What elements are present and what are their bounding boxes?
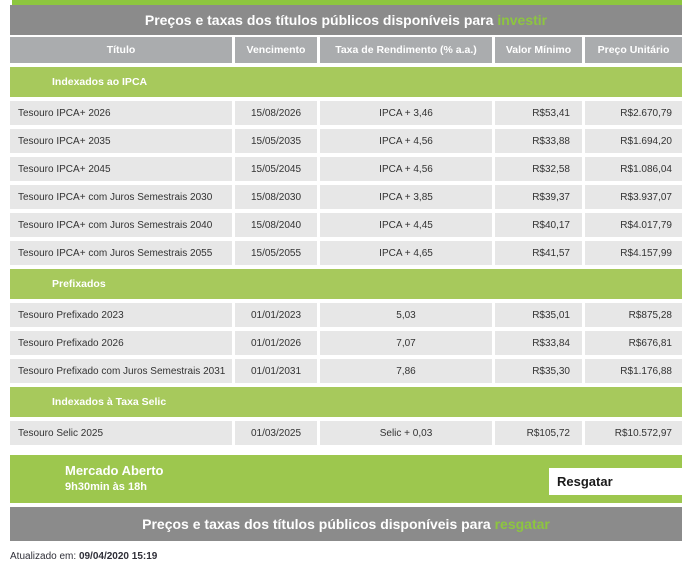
column-header-taxa-rendimento: Taxa de Rendimento (% a.a.) xyxy=(320,37,492,63)
unit-price-cell: R$1.086,04 xyxy=(585,157,682,181)
market-status: Mercado Aberto xyxy=(65,463,164,478)
section-header-row: Prefixados xyxy=(10,269,682,299)
bond-row[interactable]: Tesouro IPCA+ com Juros Semestrais 2055 1… xyxy=(10,241,682,265)
column-header-titulo: Título xyxy=(10,37,232,63)
redeem-button[interactable]: Resgatar xyxy=(549,468,689,495)
bond-row[interactable]: Tesouro Selic 2025 01/03/2025 Selic + 0,03… xyxy=(10,421,682,445)
unit-price-cell: R$875,28 xyxy=(585,303,682,327)
maturity-cell: 15/05/2055 xyxy=(235,241,317,265)
rate-cell: IPCA + 4,65 xyxy=(320,241,492,265)
unit-price-cell: R$676,81 xyxy=(585,331,682,355)
bond-title-cell: Tesouro IPCA+ 2026 xyxy=(10,101,232,125)
invest-table-title: Preços e taxas dos títulos públicos disp… xyxy=(10,5,682,35)
min-value-cell: R$53,41 xyxy=(495,101,582,125)
bond-row[interactable]: Tesouro Prefixado 2026 01/01/2026 7,07 R$33… xyxy=(10,331,682,355)
maturity-cell: 15/08/2030 xyxy=(235,185,317,209)
bond-title-cell: Tesouro IPCA+ 2045 xyxy=(10,157,232,181)
bond-title-cell: Tesouro Prefixado 2026 xyxy=(10,331,232,355)
maturity-cell: 01/01/2026 xyxy=(235,331,317,355)
maturity-cell: 01/01/2031 xyxy=(235,359,317,383)
min-value-cell: R$33,84 xyxy=(495,331,582,355)
min-value-cell: R$35,30 xyxy=(495,359,582,383)
invest-title-text: Preços e taxas dos títulos públicos disp… xyxy=(144,12,494,28)
last-updated-label: Atualizado em: xyxy=(10,551,77,562)
rate-cell: IPCA + 4,56 xyxy=(320,129,492,153)
bond-row[interactable]: Tesouro IPCA+ 2026 15/08/2026 IPCA + 3,46 R… xyxy=(10,101,682,125)
bond-row[interactable]: Tesouro IPCA+ com Juros Semestrais 2030 1… xyxy=(10,185,682,209)
invest-highlight: investir xyxy=(497,12,548,28)
section-label: Indexados ao IPCA xyxy=(10,67,682,97)
section-label: Indexados à Taxa Selic xyxy=(10,387,682,417)
min-value-cell: R$40,17 xyxy=(495,213,582,237)
bond-row[interactable]: Tesouro IPCA+ 2035 15/05/2035 IPCA + 4,56 R… xyxy=(10,129,682,153)
last-updated: Atualizado em: 09/04/2020 15:19 xyxy=(10,551,157,562)
unit-price-cell: R$2.670,79 xyxy=(585,101,682,125)
column-header-vencimento: Vencimento xyxy=(235,37,317,63)
last-updated-value: 09/04/2020 15:19 xyxy=(78,551,158,562)
section-header-row: Indexados ao IPCA xyxy=(10,67,682,97)
maturity-cell: 15/08/2026 xyxy=(235,101,317,125)
rate-cell: IPCA + 4,56 xyxy=(320,157,492,181)
bond-title-cell: Tesouro IPCA+ com Juros Semestrais 2055 xyxy=(10,241,232,265)
unit-price-cell: R$3.937,07 xyxy=(585,185,682,209)
section-label: Prefixados xyxy=(10,269,682,299)
redeem-title-text: Preços e taxas dos títulos públicos disp… xyxy=(142,516,491,532)
bond-title-cell: Tesouro Prefixado 2023 xyxy=(10,303,232,327)
column-header-preco-unitario: Preço Unitário xyxy=(585,37,682,63)
maturity-cell: 15/05/2035 xyxy=(235,129,317,153)
bond-table-body: Indexados ao IPCA Tesouro IPCA+ 2026 15/08… xyxy=(10,67,682,445)
redeem-table-title: Preços e taxas dos títulos públicos disp… xyxy=(10,507,682,541)
unit-price-cell: R$1.176,88 xyxy=(585,359,682,383)
unit-price-cell: R$1.694,20 xyxy=(585,129,682,153)
rate-cell: IPCA + 3,85 xyxy=(320,185,492,209)
rate-cell: IPCA + 3,46 xyxy=(320,101,492,125)
table-header-row: Título Vencimento Taxa de Rendimento (% a.… xyxy=(10,37,682,63)
top-accent-bar xyxy=(12,0,682,5)
bond-row[interactable]: Tesouro IPCA+ com Juros Semestrais 2040 1… xyxy=(10,213,682,237)
min-value-cell: R$33,88 xyxy=(495,129,582,153)
maturity-cell: 15/08/2040 xyxy=(235,213,317,237)
section-header-row: Indexados à Taxa Selic xyxy=(10,387,682,417)
min-value-cell: R$35,01 xyxy=(495,303,582,327)
bond-title-cell: Tesouro IPCA+ com Juros Semestrais 2030 xyxy=(10,185,232,209)
rate-cell: 5,03 xyxy=(320,303,492,327)
unit-price-cell: R$4.157,99 xyxy=(585,241,682,265)
bond-title-cell: Tesouro Prefixado com Juros Semestrais 2… xyxy=(10,359,232,383)
unit-price-cell: R$10.572,97 xyxy=(585,421,682,445)
bond-title-cell: Tesouro IPCA+ 2035 xyxy=(10,129,232,153)
rate-cell: Selic + 0,03 xyxy=(320,421,492,445)
rate-cell: IPCA + 4,45 xyxy=(320,213,492,237)
redeem-highlight: resgatar xyxy=(494,516,550,532)
bond-table-wrap: Título Vencimento Taxa de Rendimento (% a.… xyxy=(10,37,682,445)
column-header-valor-minimo: Valor Mínimo xyxy=(495,37,582,63)
min-value-cell: R$39,37 xyxy=(495,185,582,209)
bond-row[interactable]: Tesouro Prefixado com Juros Semestrais 2… xyxy=(10,359,682,383)
rate-cell: 7,86 xyxy=(320,359,492,383)
market-status-panel: Mercado Aberto 9h30min às 18h xyxy=(10,455,682,503)
bond-title-cell: Tesouro IPCA+ com Juros Semestrais 2040 xyxy=(10,213,232,237)
bond-row[interactable]: Tesouro Prefixado 2023 01/01/2023 5,03 R$35… xyxy=(10,303,682,327)
maturity-cell: 15/05/2045 xyxy=(235,157,317,181)
unit-price-cell: R$4.017,79 xyxy=(585,213,682,237)
maturity-cell: 01/01/2023 xyxy=(235,303,317,327)
bond-price-table: Título Vencimento Taxa de Rendimento (% a.… xyxy=(7,33,685,449)
maturity-cell: 01/03/2025 xyxy=(235,421,317,445)
market-hours: 9h30min às 18h xyxy=(65,481,147,493)
min-value-cell: R$41,57 xyxy=(495,241,582,265)
bond-row[interactable]: Tesouro IPCA+ 2045 15/05/2045 IPCA + 4,56 R… xyxy=(10,157,682,181)
rate-cell: 7,07 xyxy=(320,331,492,355)
min-value-cell: R$105,72 xyxy=(495,421,582,445)
bond-title-cell: Tesouro Selic 2025 xyxy=(10,421,232,445)
min-value-cell: R$32,58 xyxy=(495,157,582,181)
